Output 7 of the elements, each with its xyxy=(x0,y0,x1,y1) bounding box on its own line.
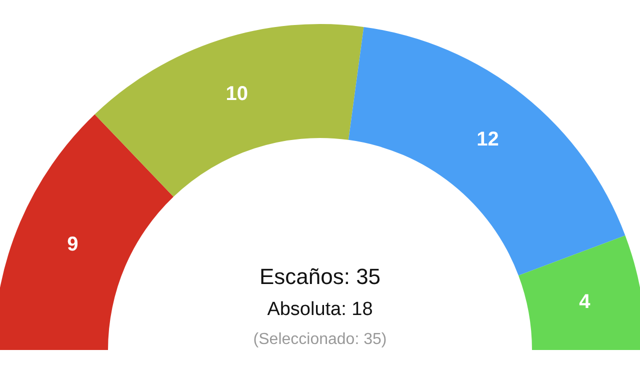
data-label: 12 xyxy=(476,128,499,151)
data-label: 10 xyxy=(226,83,248,106)
data-label: 9 xyxy=(67,233,78,256)
data-label: 4 xyxy=(579,290,592,313)
text: Absoluta: 18 xyxy=(267,299,373,320)
text: Escaños: 35 xyxy=(259,264,381,289)
text: (Seleccionado: 35) xyxy=(253,331,387,348)
